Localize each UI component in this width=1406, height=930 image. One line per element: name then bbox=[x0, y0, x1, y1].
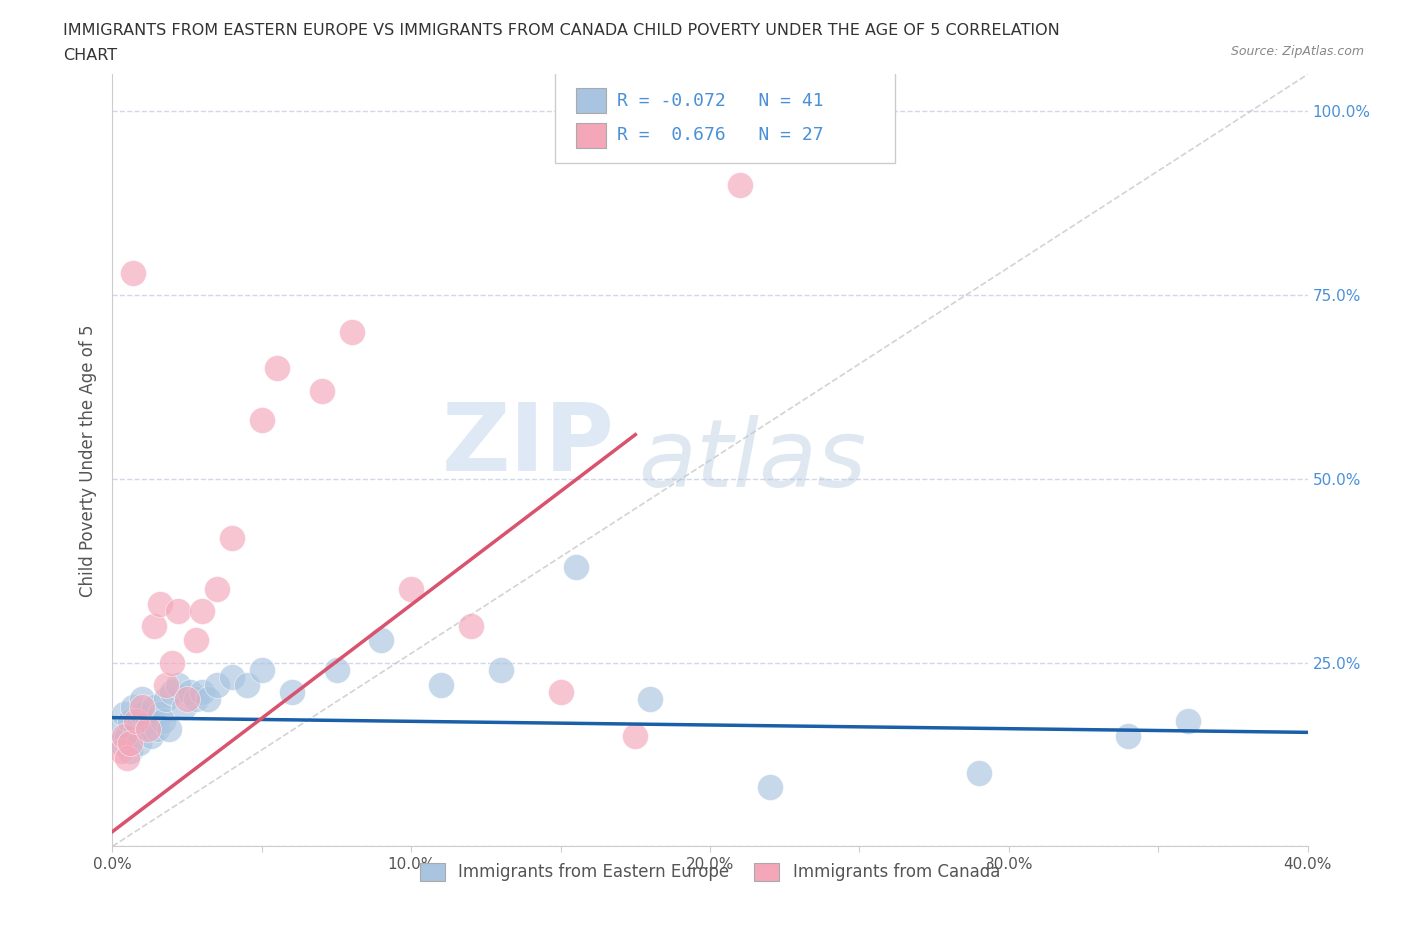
Point bbox=[157, 722, 180, 737]
Point bbox=[186, 633, 208, 648]
Point bbox=[550, 684, 572, 699]
Point bbox=[221, 670, 243, 684]
Point bbox=[138, 722, 160, 737]
Point bbox=[131, 707, 153, 722]
Point bbox=[167, 604, 190, 618]
Point bbox=[640, 692, 662, 707]
Point bbox=[401, 581, 423, 596]
Point bbox=[250, 413, 273, 428]
Point bbox=[120, 743, 142, 758]
Point bbox=[430, 677, 453, 692]
Point bbox=[266, 361, 288, 376]
Point bbox=[110, 736, 132, 751]
Point bbox=[281, 684, 304, 699]
Point bbox=[325, 662, 347, 677]
Legend: Immigrants from Eastern Europe, Immigrants from Canada: Immigrants from Eastern Europe, Immigran… bbox=[413, 857, 1007, 888]
Point bbox=[131, 699, 153, 714]
Point bbox=[624, 728, 647, 743]
Point bbox=[114, 707, 135, 722]
Point bbox=[128, 736, 150, 751]
Point bbox=[155, 692, 177, 707]
Point bbox=[250, 662, 273, 677]
Point bbox=[155, 677, 177, 692]
Point bbox=[162, 655, 183, 670]
Point bbox=[191, 684, 214, 699]
Point bbox=[340, 325, 363, 339]
Point bbox=[759, 780, 782, 795]
Text: IMMIGRANTS FROM EASTERN EUROPE VS IMMIGRANTS FROM CANADA CHILD POVERTY UNDER THE: IMMIGRANTS FROM EASTERN EUROPE VS IMMIGR… bbox=[63, 23, 1060, 38]
Point bbox=[564, 560, 586, 575]
Point bbox=[236, 677, 259, 692]
Point bbox=[143, 699, 166, 714]
FancyBboxPatch shape bbox=[554, 73, 896, 163]
Point bbox=[311, 383, 333, 398]
Point bbox=[205, 581, 228, 596]
Point bbox=[138, 714, 160, 729]
Point bbox=[967, 765, 990, 780]
Point bbox=[141, 728, 163, 743]
Text: CHART: CHART bbox=[63, 48, 117, 63]
Point bbox=[167, 677, 190, 692]
Point bbox=[173, 699, 195, 714]
Text: R =  0.676   N = 27: R = 0.676 N = 27 bbox=[617, 126, 824, 144]
Point bbox=[110, 743, 132, 758]
Point bbox=[149, 707, 172, 722]
Text: R = -0.072   N = 41: R = -0.072 N = 41 bbox=[617, 92, 824, 110]
Bar bbox=[576, 88, 606, 113]
Point bbox=[122, 699, 145, 714]
Point bbox=[179, 684, 201, 699]
Y-axis label: Child Poverty Under the Age of 5: Child Poverty Under the Age of 5 bbox=[79, 324, 97, 597]
Point bbox=[489, 662, 512, 677]
Text: atlas: atlas bbox=[638, 415, 866, 506]
Point bbox=[460, 618, 482, 633]
Point bbox=[728, 178, 751, 193]
Text: ZIP: ZIP bbox=[441, 399, 614, 491]
Point bbox=[370, 633, 392, 648]
Point bbox=[107, 722, 129, 737]
Point bbox=[143, 618, 166, 633]
Point bbox=[152, 714, 174, 729]
Point bbox=[162, 684, 183, 699]
Point bbox=[122, 265, 145, 280]
Point bbox=[117, 751, 139, 765]
Point bbox=[197, 692, 219, 707]
Point bbox=[125, 714, 148, 729]
Text: Source: ZipAtlas.com: Source: ZipAtlas.com bbox=[1230, 45, 1364, 58]
Point bbox=[114, 728, 135, 743]
Point bbox=[120, 714, 142, 729]
Point bbox=[186, 692, 208, 707]
Point bbox=[1177, 714, 1199, 729]
Point bbox=[146, 722, 169, 737]
Point bbox=[120, 736, 142, 751]
Point bbox=[149, 596, 172, 611]
Point bbox=[205, 677, 228, 692]
Point bbox=[221, 530, 243, 545]
Point bbox=[117, 728, 139, 743]
Bar bbox=[576, 123, 606, 148]
Point bbox=[131, 692, 153, 707]
Point bbox=[125, 722, 148, 737]
Point bbox=[1118, 728, 1140, 743]
Point bbox=[191, 604, 214, 618]
Point bbox=[176, 692, 198, 707]
